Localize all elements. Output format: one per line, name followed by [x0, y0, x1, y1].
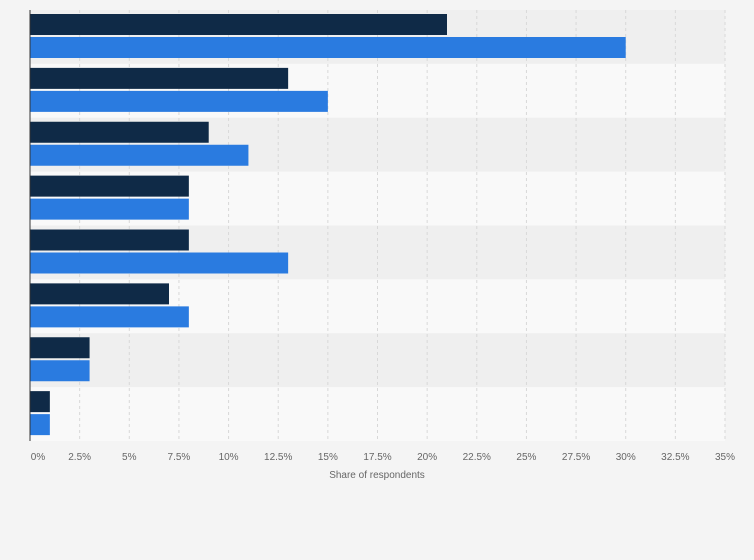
bar-category-2-series-2[interactable]	[30, 90, 328, 112]
x-tick-label-3: 5%	[122, 452, 137, 463]
x-tick-label-12: 27.5%	[562, 452, 590, 463]
x-tick-label-6: 12.5%	[264, 452, 292, 463]
x-tick-label-10: 22.5%	[463, 452, 491, 463]
x-axis-title: Share of respondents	[329, 470, 425, 481]
x-tick-label-2: 2.5%	[68, 452, 91, 463]
bars-layer	[30, 14, 626, 436]
x-tick-label-9: 20%	[417, 452, 437, 463]
x-tick-label-11: 25%	[516, 452, 536, 463]
bar-category-7-series-2[interactable]	[30, 360, 90, 382]
bar-category-6-series-1[interactable]	[30, 283, 169, 305]
x-tick-label-8: 17.5%	[363, 452, 391, 463]
bar-category-3-series-2[interactable]	[30, 144, 249, 166]
bar-category-1-series-2[interactable]	[30, 37, 626, 58]
x-tick-label-1: 0%	[31, 452, 46, 463]
x-tick-label-13: 30%	[616, 452, 636, 463]
bar-category-5-series-1[interactable]	[30, 229, 189, 251]
bar-category-2-series-1[interactable]	[30, 67, 289, 89]
bar-category-1-series-1[interactable]	[30, 14, 447, 35]
x-tick-label-14: 32.5%	[661, 452, 689, 463]
bar-category-7-series-1[interactable]	[30, 337, 90, 359]
bar-category-4-series-2[interactable]	[30, 198, 189, 220]
bar-category-5-series-2[interactable]	[30, 252, 289, 274]
x-tick-label-5: 10%	[219, 452, 239, 463]
bar-category-8-series-1[interactable]	[30, 391, 50, 413]
x-axis-tick-labels: 0% 2.5% 5% 7.5% 10% 12.5% 15% 17.5% 20% 22.5% 25% 2…	[31, 452, 735, 463]
bar-category-3-series-1[interactable]	[30, 121, 209, 143]
x-tick-label-7: 15%	[318, 452, 338, 463]
x-tick-label-4: 7.5%	[168, 452, 191, 463]
bar-category-8-series-2[interactable]	[30, 414, 50, 436]
bar-category-6-series-2[interactable]	[30, 306, 189, 328]
bar-category-4-series-1[interactable]	[30, 175, 189, 197]
x-tick-label-15: 35%	[715, 452, 735, 463]
